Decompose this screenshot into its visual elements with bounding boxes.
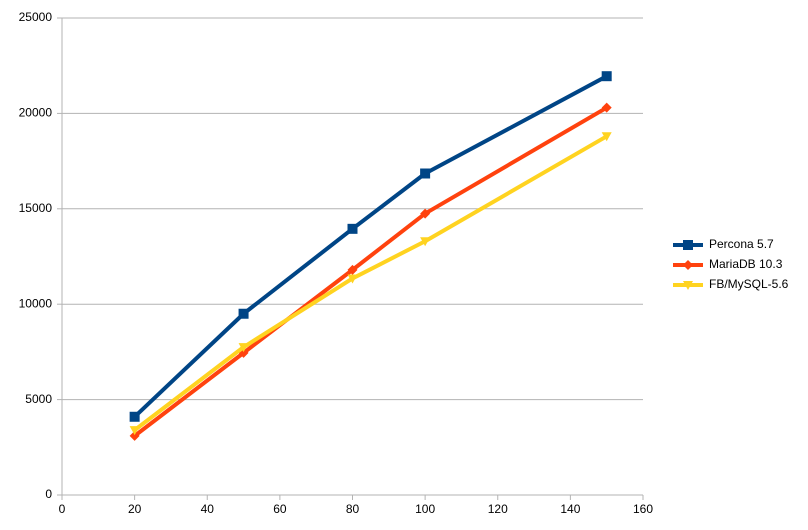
marker — [347, 223, 358, 234]
marker — [420, 208, 431, 219]
x-tick-label: 140 — [560, 502, 580, 516]
legend-marker — [683, 260, 693, 270]
x-tick-label: 80 — [346, 502, 360, 516]
marker — [601, 71, 612, 82]
legend-label: FB/MySQL-5.6 — [709, 277, 789, 291]
line — [133, 74, 608, 419]
x-tick-label: 120 — [488, 502, 508, 516]
y-tick-label: 25000 — [19, 10, 53, 24]
marker — [129, 426, 140, 436]
x-tick-label: 60 — [273, 502, 287, 516]
line — [133, 134, 608, 432]
y-tick-label: 10000 — [19, 296, 53, 310]
x-tick-label: 160 — [633, 502, 653, 516]
x-tick-label: 20 — [128, 502, 142, 516]
marker — [129, 411, 140, 422]
y-tick-label: 15000 — [19, 201, 53, 215]
y-tick-label: 5000 — [25, 392, 52, 406]
legend-marker — [683, 281, 693, 290]
marker — [420, 168, 431, 179]
marker — [238, 308, 249, 319]
legend-marker — [683, 240, 693, 250]
marker — [238, 343, 249, 353]
marker — [129, 430, 140, 441]
legend-label: Percona 5.7 — [709, 237, 774, 251]
line — [133, 105, 608, 438]
y-tick-label: 20000 — [19, 106, 53, 120]
x-tick-label: 40 — [201, 502, 215, 516]
marker — [347, 264, 358, 275]
marker — [420, 237, 431, 247]
y-tick-label: 0 — [45, 487, 52, 501]
legend-label: MariaDB 10.3 — [709, 257, 783, 271]
x-tick-label: 0 — [59, 502, 66, 516]
marker — [601, 132, 612, 142]
marker — [601, 102, 612, 113]
x-tick-label: 100 — [415, 502, 435, 516]
marker — [347, 274, 358, 284]
